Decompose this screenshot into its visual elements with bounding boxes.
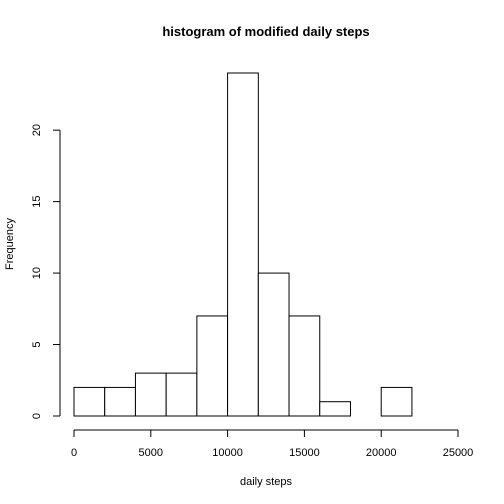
histogram-bar-3 — [165, 372, 198, 417]
y-tick-label: 20 — [31, 124, 43, 136]
y-tick-label: 0 — [31, 413, 43, 419]
x-axis-label: daily steps — [240, 476, 292, 488]
y-axis: 0 5 10 15 20 — [31, 124, 61, 419]
histogram-bar-10 — [380, 386, 413, 417]
x-axis: 0 5000 10000 15000 20000 25000 — [71, 429, 474, 459]
histogram-bar-0 — [73, 386, 106, 417]
x-tick-label: 0 — [71, 447, 77, 459]
y-axis-label: Frequency — [4, 218, 16, 270]
histogram-bar-5 — [227, 72, 259, 417]
histogram-bar-7 — [288, 315, 321, 417]
histogram-bar-6 — [257, 272, 290, 417]
x-tick-label: 15000 — [289, 447, 320, 459]
histogram-bar-2 — [134, 372, 167, 417]
histogram-bar-8 — [319, 401, 351, 417]
bars-group — [73, 72, 413, 417]
x-tick-label: 20000 — [366, 447, 397, 459]
x-tick-label: 5000 — [139, 447, 163, 459]
x-tick-label: 10000 — [212, 447, 243, 459]
histogram-bar-4 — [196, 315, 229, 417]
y-tick-label: 10 — [31, 267, 43, 279]
y-tick-label: 5 — [31, 341, 43, 347]
x-tick-label: 25000 — [443, 447, 474, 459]
chart-title: histogram of modified daily steps — [162, 24, 369, 39]
y-tick-label: 15 — [31, 196, 43, 208]
histogram-bar-1 — [104, 386, 136, 417]
